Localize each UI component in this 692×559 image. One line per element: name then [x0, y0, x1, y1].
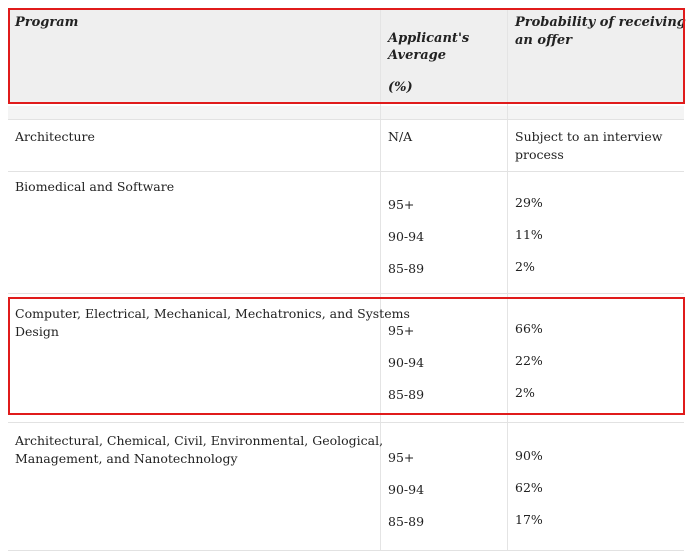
row-biomedical-average-3: 85-89	[388, 261, 425, 276]
row-architectural-average-1: 95+	[388, 450, 415, 465]
row-computer-average-2: 90-94	[388, 355, 425, 370]
column-divider-1	[380, 8, 381, 551]
header-highlight-box	[8, 8, 685, 104]
row-biomedical-average-1: 95+	[388, 197, 415, 212]
row-architectural-program-line2: Management, and Nanotechnology	[15, 451, 238, 466]
row-computer-program-line1: Computer, Electrical, Mechanical, Mechat…	[15, 306, 410, 321]
row-architectural-probability-3: 17%	[515, 512, 543, 527]
row-biomedical-average-2: 90-94	[388, 229, 425, 244]
row-architecture-probability-line1: Subject to an interview	[515, 129, 663, 144]
row-divider	[8, 171, 684, 172]
row-divider	[8, 550, 684, 551]
table-header-spacer	[8, 106, 684, 119]
row-biomedical-probability-1: 29%	[515, 195, 543, 210]
row-computer-probability-2: 22%	[515, 353, 543, 368]
row-architecture-average: N/A	[388, 129, 413, 144]
row-architectural-probability-1: 90%	[515, 448, 543, 463]
row-biomedical-program: Biomedical and Software	[15, 179, 175, 194]
row-computer-average-1: 95+	[388, 323, 415, 338]
row-biomedical-probability-3: 2%	[515, 259, 535, 274]
row-divider	[8, 119, 684, 120]
row-architectural-probability-2: 62%	[515, 480, 543, 495]
row-highlight-box	[8, 297, 685, 415]
row-computer-probability-1: 66%	[515, 321, 543, 336]
row-biomedical-probability-2: 11%	[515, 227, 543, 242]
table-header-background	[8, 8, 684, 104]
row-architectural-average-2: 90-94	[388, 482, 425, 497]
header-average-unit: (%)	[388, 80, 413, 95]
row-architecture-probability-line2: process	[515, 147, 564, 162]
row-divider	[8, 293, 684, 294]
row-computer-program-line2: Design	[15, 324, 59, 339]
row-computer-average-3: 85-89	[388, 387, 425, 402]
row-divider	[8, 422, 684, 423]
row-computer-probability-3: 2%	[515, 385, 535, 400]
header-probability-line2: an offer	[515, 33, 572, 48]
row-architectural-program-line1: Architectural, Chemical, Civil, Environm…	[15, 433, 384, 448]
header-average-line2: Average	[388, 48, 447, 63]
row-architectural-average-3: 85-89	[388, 514, 425, 529]
header-program: Program	[15, 15, 79, 30]
header-probability-line1: Probability of receiving	[515, 15, 686, 30]
column-divider-2	[507, 8, 508, 551]
row-architecture-program: Architecture	[15, 129, 95, 144]
header-average-line1: Applicant's	[388, 31, 470, 46]
